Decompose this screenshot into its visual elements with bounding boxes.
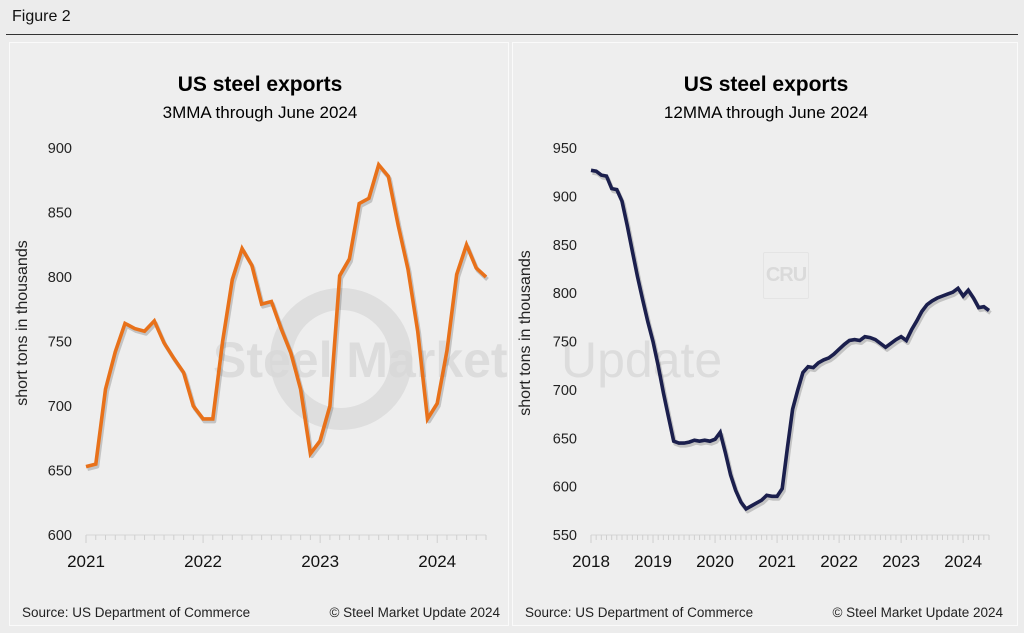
chart-subtitle: 3MMA through June 2024: [163, 103, 358, 122]
y-tick-label: 650: [48, 464, 72, 480]
x-tick-label: 2024: [944, 552, 982, 571]
watermark-text-light: Update: [561, 332, 722, 388]
x-tick-label: 2021: [758, 552, 796, 571]
y-tick-label: 550: [553, 528, 577, 544]
x-tick-label: 2019: [634, 552, 672, 571]
x-tick-label: 2023: [301, 552, 339, 571]
y-tick-label: 850: [553, 238, 577, 254]
chart-title: US steel exports: [684, 73, 849, 96]
chart-subtitle: 12MMA through June 2024: [664, 103, 868, 122]
y-tick-label: 900: [48, 141, 72, 157]
y-tick-label: 950: [553, 141, 577, 157]
y-axis-label: short tons in thousands: [517, 250, 534, 415]
y-tick-label: 800: [48, 270, 72, 286]
y-tick-label: 750: [553, 335, 577, 351]
x-tick-label: 2021: [67, 552, 105, 571]
source-note: Source: US Department of Commerce: [525, 605, 753, 620]
y-axis-label: short tons in thousands: [14, 240, 31, 405]
source-note: Source: US Department of Commerce: [22, 605, 250, 620]
y-tick-label: 700: [553, 383, 577, 399]
watermark-logo-ring: [270, 288, 412, 430]
copyright-note: © Steel Market Update 2024: [832, 605, 1003, 620]
y-tick-label: 650: [553, 431, 577, 447]
x-tick-label: 2022: [184, 552, 222, 571]
chart-title: US steel exports: [178, 73, 343, 96]
y-tick-label: 700: [48, 399, 72, 415]
x-tick-label: 2023: [882, 552, 920, 571]
watermark-text-bold: Steel Market: [213, 332, 508, 388]
figure-divider: [6, 34, 1018, 35]
y-tick-label: 750: [48, 335, 72, 351]
copyright-note: © Steel Market Update 2024: [329, 605, 500, 620]
x-tick-label: 2018: [572, 552, 610, 571]
x-tick-label: 2024: [418, 552, 456, 571]
figure-label: Figure 2: [12, 8, 71, 25]
y-tick-label: 800: [553, 286, 577, 302]
x-tick-label: 2022: [820, 552, 858, 571]
y-tick-label: 600: [48, 528, 72, 544]
y-tick-label: 850: [48, 206, 72, 222]
x-tick-label: 2020: [696, 552, 734, 571]
cru-logo-watermark: CRU: [763, 252, 809, 299]
series-line: [85, 161, 488, 469]
series-line: [590, 168, 991, 512]
y-tick-label: 900: [553, 189, 577, 205]
y-tick-label: 600: [553, 480, 577, 496]
